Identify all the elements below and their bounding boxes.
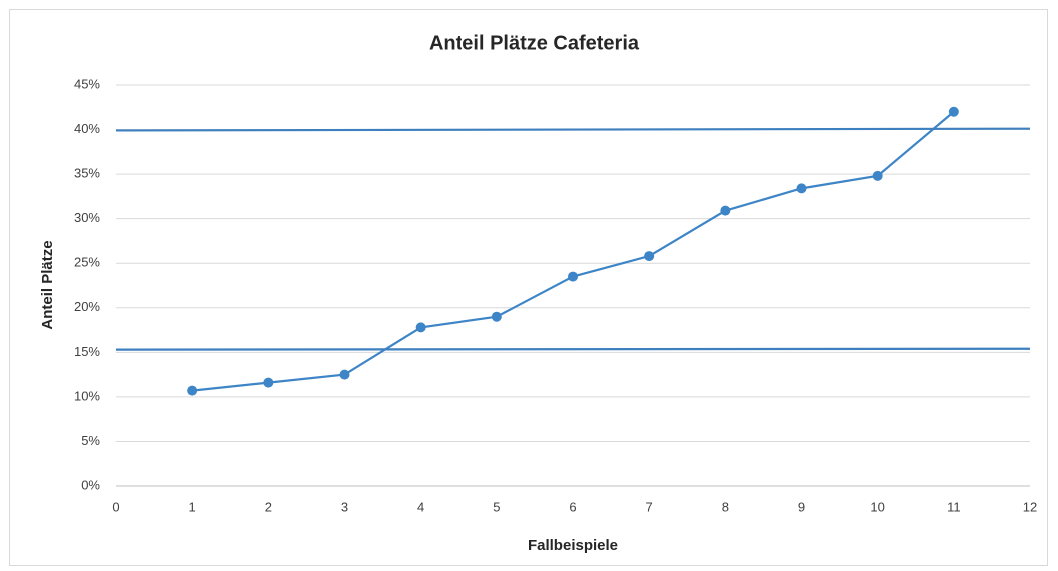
x-tick-label: 2	[265, 499, 272, 514]
x-tick-label: 8	[722, 499, 729, 514]
chart-frame	[9, 9, 1048, 566]
y-tick-label: 45%	[74, 76, 100, 91]
y-tick-label: 10%	[74, 388, 100, 403]
data-point	[491, 311, 502, 322]
x-tick-label: 6	[569, 499, 576, 514]
y-tick-label: 20%	[74, 299, 100, 314]
x-tick-label: 11	[947, 499, 961, 514]
y-tick-label: 40%	[74, 121, 100, 136]
x-tick-label: 4	[417, 499, 424, 514]
data-point	[872, 170, 883, 181]
y-tick-label: 5%	[81, 433, 100, 448]
y-tick-label: 30%	[74, 210, 100, 225]
y-tick-label: 25%	[74, 255, 100, 270]
data-point	[187, 385, 198, 396]
data-point	[644, 251, 655, 262]
data-point	[339, 369, 350, 380]
x-tick-label: 1	[189, 499, 196, 514]
data-line	[115, 347, 1031, 351]
x-tick-label: 5	[493, 499, 500, 514]
data-point	[796, 183, 807, 194]
x-tick-label: 9	[798, 499, 805, 514]
data-point	[568, 271, 578, 282]
y-axis-label: Anteil Plätze	[39, 240, 56, 329]
x-tick-label: 7	[646, 499, 653, 514]
x-tick-label: 3	[341, 499, 348, 514]
x-axis-label: Fallbeispiele	[528, 537, 618, 554]
data-point	[415, 322, 426, 333]
chart-title: Anteil Plätze Cafeteria	[429, 32, 640, 54]
y-tick-label: 15%	[74, 344, 100, 359]
x-tick-label: 10	[870, 499, 884, 514]
data-point	[720, 205, 731, 216]
data-point	[948, 106, 959, 117]
x-tick-label: 12	[1023, 499, 1037, 514]
y-tick-label: 35%	[74, 166, 100, 181]
data-point	[263, 377, 274, 388]
y-tick-label: 0%	[81, 477, 100, 492]
x-tick-label: 0	[112, 499, 119, 514]
data-line	[115, 127, 1031, 132]
